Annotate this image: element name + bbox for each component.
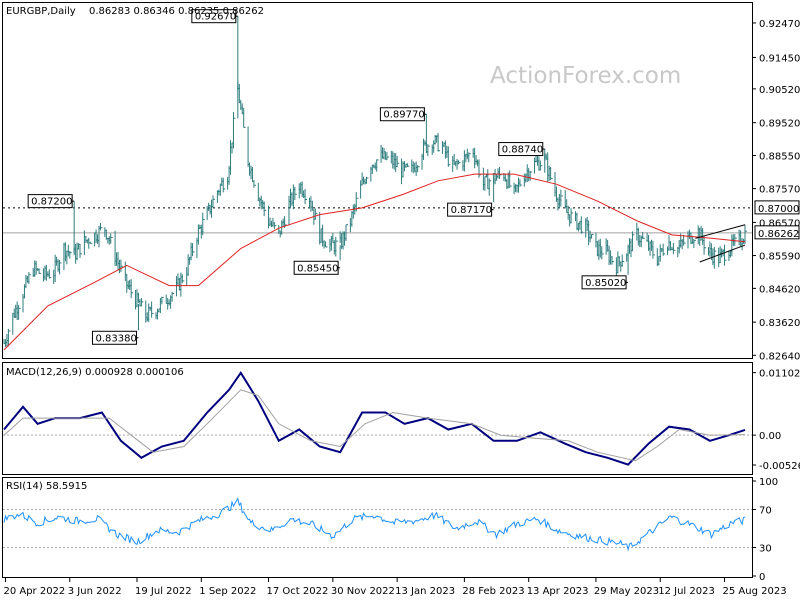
price-grid — [3, 207, 752, 234]
swing-label: 0.87170 — [451, 205, 492, 216]
macd-title: MACD(12,26,9) 0.000928 0.000106 — [6, 367, 184, 378]
macd-pane — [2, 362, 753, 475]
ohlc-values: 0.86283 0.86346 0.86235 0.86262 — [89, 6, 264, 17]
macd-axis-label: 0.011027 — [759, 369, 800, 380]
time-axis-label: 3 Jun 2022 — [68, 586, 122, 597]
price-axis-label: 0.91450 — [759, 53, 800, 64]
time-axis-label: 25 Aug 2023 — [723, 586, 787, 597]
swing-label: 0.89770 — [383, 110, 424, 121]
rsi-indicator: 100 70 30 0 — [3, 477, 778, 583]
price-axis-label: 0.90520 — [759, 85, 800, 96]
moving-average-line — [3, 173, 746, 351]
rsi-axis-label: 100 — [759, 477, 778, 488]
price-axis-label: 0.85590 — [759, 252, 800, 263]
macd-line — [3, 370, 746, 466]
swing-label-box — [191, 9, 237, 24]
price-overlays: 0.92670 0.89770 0.88740 0.87200 0.87170 0.854… — [3, 9, 746, 351]
price-axis-label: 0.83620 — [759, 318, 800, 329]
swing-label: 0.83380 — [95, 333, 136, 344]
time-axis-label: 12 Jul 2023 — [658, 586, 715, 597]
swing-label-box — [27, 194, 73, 209]
reference-price-label: 0.87000 — [758, 204, 799, 215]
swing-label-box — [293, 260, 339, 275]
time-axis-label: 30 Nov 2022 — [331, 586, 395, 597]
watermark: ActionForex.com — [490, 63, 681, 89]
rsi-axis-label: 70 — [759, 506, 772, 517]
time-axis-label: 29 May 2023 — [594, 586, 659, 597]
time-axis-label: 28 Feb 2023 — [462, 586, 524, 597]
rsi-pane — [2, 477, 753, 578]
rsi-axis-label: 30 — [759, 544, 772, 555]
price-bars — [3, 16, 747, 348]
signal-line — [3, 389, 746, 462]
current-price-label: 0.86262 — [758, 229, 799, 240]
time-axis-label: 20 Apr 2022 — [3, 586, 65, 597]
wedge-lower-line — [699, 244, 746, 263]
swing-label: 0.88740 — [502, 145, 543, 156]
swing-label-box — [379, 107, 425, 122]
rsi-axis-label: 0 — [759, 572, 765, 583]
price-axis: 0.92470 0.91450 0.90520 0.89520 0.88550 0.875… — [752, 19, 800, 362]
price-axis-label: 0.89520 — [759, 119, 800, 130]
swing-label-box — [581, 275, 627, 290]
swing-label-box — [498, 142, 544, 157]
price-axis-label: 0.86570 — [759, 218, 800, 229]
current-price-box — [754, 225, 800, 240]
reference-price-box — [754, 200, 800, 215]
time-axis-label: 19 Jul 2022 — [135, 586, 192, 597]
macd-indicator: 0.011027 0.00 -0.005267 — [3, 369, 800, 472]
time-axis-label: 17 Oct 2022 — [267, 586, 329, 597]
price-axis-label: 0.82640 — [759, 351, 800, 362]
time-axis-label: 1 Sep 2022 — [199, 586, 256, 597]
rsi-title: RSI(14) 58.5915 — [6, 481, 87, 492]
time-axis: 20 Apr 2022 3 Jun 2022 19 Jul 2022 1 Sep 20… — [3, 578, 787, 597]
price-axis-label: 0.88550 — [759, 151, 800, 162]
price-axis-label: 0.84620 — [759, 284, 800, 295]
symbol-label: EURGBP,Daily — [6, 6, 76, 17]
swing-label: 0.92670 — [195, 12, 236, 23]
macd-axis-label: -0.005267 — [759, 461, 800, 472]
swing-label-box — [91, 330, 137, 345]
swing-label: 0.85450 — [297, 263, 338, 274]
time-axis-label: 13 Jan 2023 — [395, 586, 455, 597]
swing-label: 0.87200 — [31, 197, 72, 208]
wedge-upper-line — [695, 224, 746, 239]
price-pane — [2, 2, 753, 359]
rsi-line — [3, 497, 746, 552]
price-axis-label: 0.87570 — [759, 185, 800, 196]
time-axis-label: 13 Apr 2023 — [527, 586, 589, 597]
swing-label: 0.85020 — [585, 278, 626, 289]
swing-label-box — [447, 202, 493, 217]
macd-axis-label: 0.00 — [759, 431, 781, 442]
price-axis-label: 0.92470 — [759, 19, 800, 30]
